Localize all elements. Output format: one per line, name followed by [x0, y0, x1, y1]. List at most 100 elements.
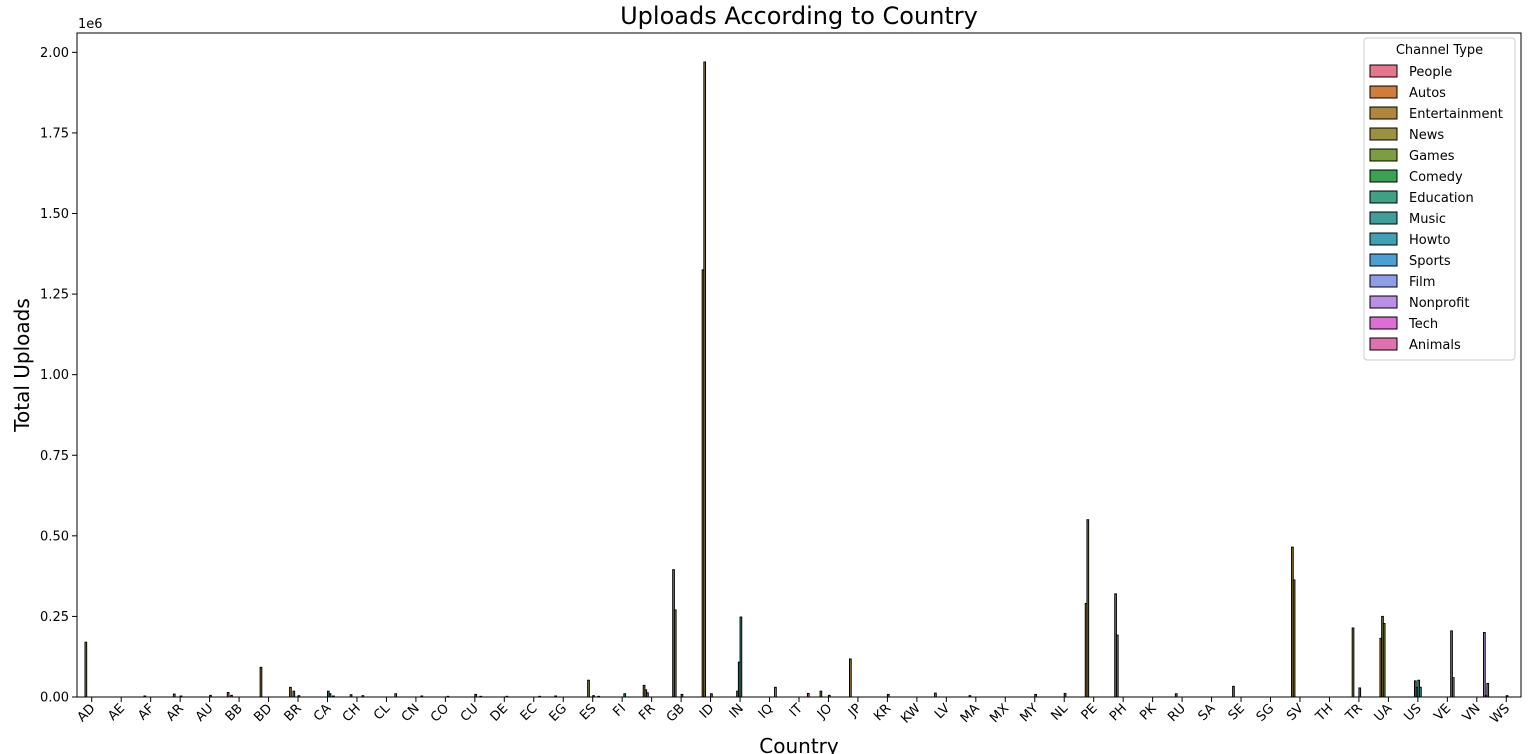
- bar-UA-games: [1382, 623, 1386, 698]
- x-tick-label-BD: BD: [251, 701, 275, 725]
- legend-label-people: People: [1409, 65, 1452, 80]
- legend-label-education: Education: [1409, 191, 1474, 206]
- bar-BD-entertainment: [259, 666, 263, 698]
- bar-ID-news: [703, 61, 707, 698]
- bar-VE-film: [1451, 677, 1455, 698]
- bar-BR-games: [292, 690, 296, 698]
- x-tick-label-FI: FI: [610, 701, 629, 720]
- x-axis-label: Country: [759, 734, 839, 754]
- y-ticks: 0.00 0.25 0.50 0.75 1.00 1.25 1.50 1.75 2.00: [40, 46, 77, 706]
- bar-IT-tech: [806, 692, 810, 698]
- y-tick-label: 1.50: [40, 207, 69, 222]
- bar-BR-entertainment: [289, 686, 292, 698]
- x-tick-label-CA: CA: [311, 701, 334, 724]
- x-tick-label-BR: BR: [282, 701, 305, 724]
- legend-swatch-nonprofit: [1369, 295, 1398, 309]
- legend-label-nonprofit: Nonprofit: [1409, 296, 1469, 311]
- y-tick-label: 0.50: [40, 529, 69, 544]
- legend-label-howto: Howto: [1409, 233, 1450, 248]
- bar-IN-music: [739, 616, 743, 698]
- bar-PE-news: [1086, 519, 1090, 698]
- x-tick-label-CL: CL: [371, 701, 394, 724]
- y-tick-label: 0.25: [40, 610, 69, 625]
- bar-NL-music: [1063, 692, 1067, 698]
- bar-JP-entertainment: [849, 658, 852, 698]
- bar-PH-news: [1115, 634, 1119, 698]
- legend-label-tech: Tech: [1408, 317, 1438, 332]
- x-tick-label-SV: SV: [1284, 701, 1307, 724]
- bar-ES-games: [587, 679, 590, 698]
- legend-swatch-film: [1369, 274, 1398, 288]
- bar-JO-entertainment: [819, 690, 823, 698]
- x-tick-label-PK: PK: [1137, 701, 1160, 724]
- legend-swatch-education: [1369, 190, 1398, 204]
- x-tick-label-SE: SE: [1226, 701, 1248, 723]
- plot-frame: [76, 32, 1522, 698]
- legend-swatch-sports: [1369, 253, 1398, 267]
- legend-swatch-tech: [1369, 316, 1398, 330]
- legend-swatch-people: [1369, 64, 1398, 78]
- legend-swatch-animals: [1369, 337, 1398, 351]
- bar-layer: [84, 61, 1509, 698]
- legend-title: Channel Type: [1396, 43, 1483, 58]
- x-tick-label-UA: UA: [1372, 701, 1396, 725]
- bar-SV-news: [1292, 579, 1296, 698]
- x-tick-label-AD: AD: [75, 701, 99, 725]
- x-tick-label-GB: GB: [664, 701, 688, 725]
- x-tick-label-PH: PH: [1107, 701, 1130, 724]
- x-tick-label-FR: FR: [636, 701, 658, 723]
- legend-label-news: News: [1409, 128, 1444, 143]
- x-tick-label-US: US: [1402, 701, 1425, 724]
- x-tick-label-CH: CH: [340, 701, 364, 725]
- legend: Channel Type People Autos Entertainment News…: [1363, 37, 1516, 361]
- legend-label-music: Music: [1409, 212, 1446, 227]
- x-tick-label-AR: AR: [164, 701, 187, 724]
- x-tick-label-TH: TH: [1312, 701, 1336, 725]
- bar-GB-news: [673, 609, 677, 698]
- legend-swatch-news: [1369, 127, 1398, 141]
- y-tick-label: 0.00: [40, 691, 69, 706]
- x-tick-label-MA: MA: [958, 701, 983, 726]
- y-tick-label: 0.75: [40, 449, 69, 464]
- x-tick-label-MX: MX: [987, 701, 1012, 726]
- x-tick-label-TR: TR: [1342, 701, 1365, 724]
- x-tick-label-AE: AE: [105, 701, 128, 724]
- bar-IQ-film: [774, 686, 777, 698]
- x-tick-label-KW: KW: [898, 701, 923, 726]
- x-tick-label-WS: WS: [1488, 701, 1514, 727]
- y-tick-label: 1.25: [40, 288, 69, 303]
- x-tick-label-KR: KR: [871, 701, 894, 724]
- x-tick-label-MY: MY: [1017, 701, 1041, 725]
- bar-TR-music: [1358, 687, 1362, 698]
- y-tick-label: 2.00: [40, 46, 69, 61]
- x-tick-label-SA: SA: [1195, 701, 1218, 724]
- bar-AD-news: [84, 641, 88, 698]
- legend-swatch-autos: [1369, 85, 1398, 99]
- legend-label-autos: Autos: [1409, 86, 1446, 101]
- x-tick-label-LV: LV: [932, 701, 953, 722]
- legend-label-games: Games: [1409, 149, 1455, 164]
- x-tick-label-ES: ES: [577, 701, 599, 723]
- y-tick-label: 1.00: [40, 368, 69, 383]
- legend-label-animals: Animals: [1409, 338, 1461, 353]
- legend-label-film: Film: [1409, 275, 1435, 290]
- bar-US-howto: [1419, 686, 1422, 698]
- y-tick-label: 1.75: [40, 126, 69, 141]
- x-tick-label-VE: VE: [1431, 701, 1454, 724]
- x-tick-label-EC: EC: [518, 701, 541, 724]
- x-tick-label-ID: ID: [697, 701, 717, 721]
- x-tick-label-DE: DE: [488, 701, 512, 725]
- legend-box: [1363, 37, 1516, 361]
- bar-SE-entertainment: [1232, 685, 1235, 698]
- legend-label-comedy: Comedy: [1409, 170, 1463, 185]
- y-axis-label: Total Uploads: [10, 298, 34, 433]
- x-tick-label-JO: JO: [814, 701, 835, 722]
- x-tick-label-JP: JP: [845, 701, 865, 721]
- x-tick-label-SG: SG: [1254, 701, 1278, 725]
- x-tick-label-PE: PE: [1079, 701, 1101, 723]
- x-tick-label-IN: IN: [727, 701, 747, 721]
- legend-swatch-music: [1369, 211, 1398, 225]
- bar-FR-games: [646, 692, 649, 698]
- bar-VN-animals: [1486, 682, 1490, 698]
